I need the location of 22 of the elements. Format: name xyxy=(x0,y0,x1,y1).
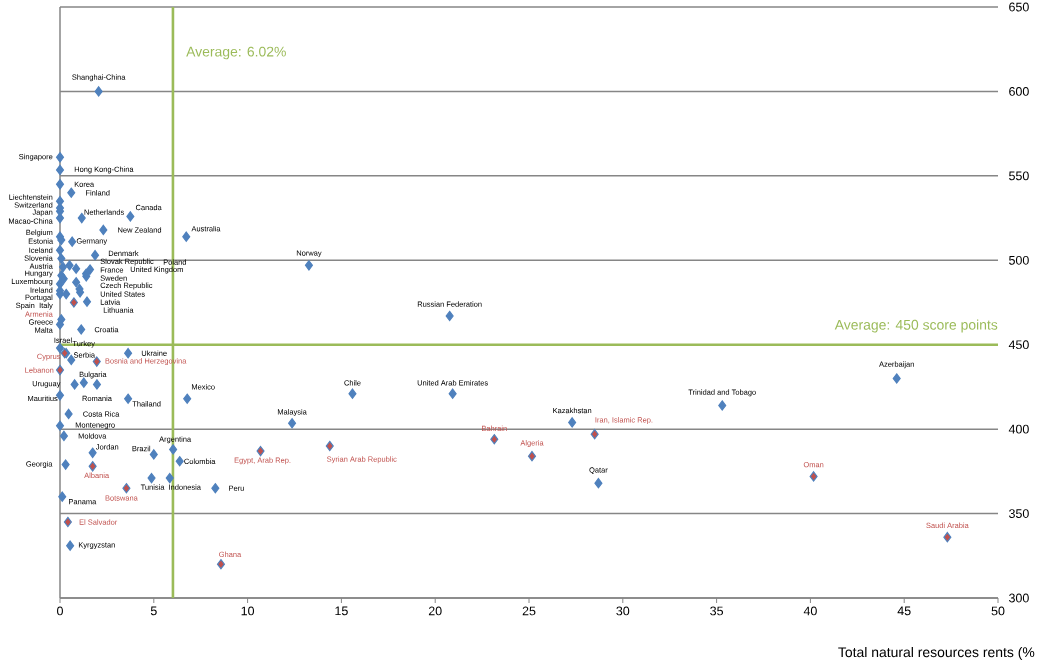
x-tick-label: 30 xyxy=(616,606,630,616)
x-tick-label: 0 xyxy=(57,606,63,616)
x-tick-label: 15 xyxy=(335,606,348,616)
x-tick-label: 25 xyxy=(522,606,536,616)
ref-line-label: Average: 450 score points xyxy=(834,319,998,333)
x-tick-label: 5 xyxy=(150,606,157,616)
x-axis-title: Total natural resources rents (% xyxy=(838,646,1035,660)
y-tick-label: 600 xyxy=(1009,87,1029,96)
y-tick-label: 400 xyxy=(1008,424,1029,434)
ref-line-label: Average: 6.02% xyxy=(186,46,286,60)
x-tick-label: 50 xyxy=(991,606,1005,616)
y-tick-label: 300 xyxy=(1009,593,1029,603)
y-tick-label: 450 xyxy=(1008,340,1029,350)
x-tick-label: 40 xyxy=(803,606,817,616)
y-tick-label: 650 xyxy=(1009,2,1029,12)
x-tick-label: 45 xyxy=(897,606,911,616)
x-tick-label: 10 xyxy=(241,606,255,616)
y-tick-label: 500 xyxy=(1009,255,1029,265)
x-tick-label: 20 xyxy=(428,606,442,616)
y-tick-label: 350 xyxy=(1009,509,1029,518)
x-tick-label: 35 xyxy=(710,606,724,616)
y-tick-label: 550 xyxy=(1009,171,1029,181)
